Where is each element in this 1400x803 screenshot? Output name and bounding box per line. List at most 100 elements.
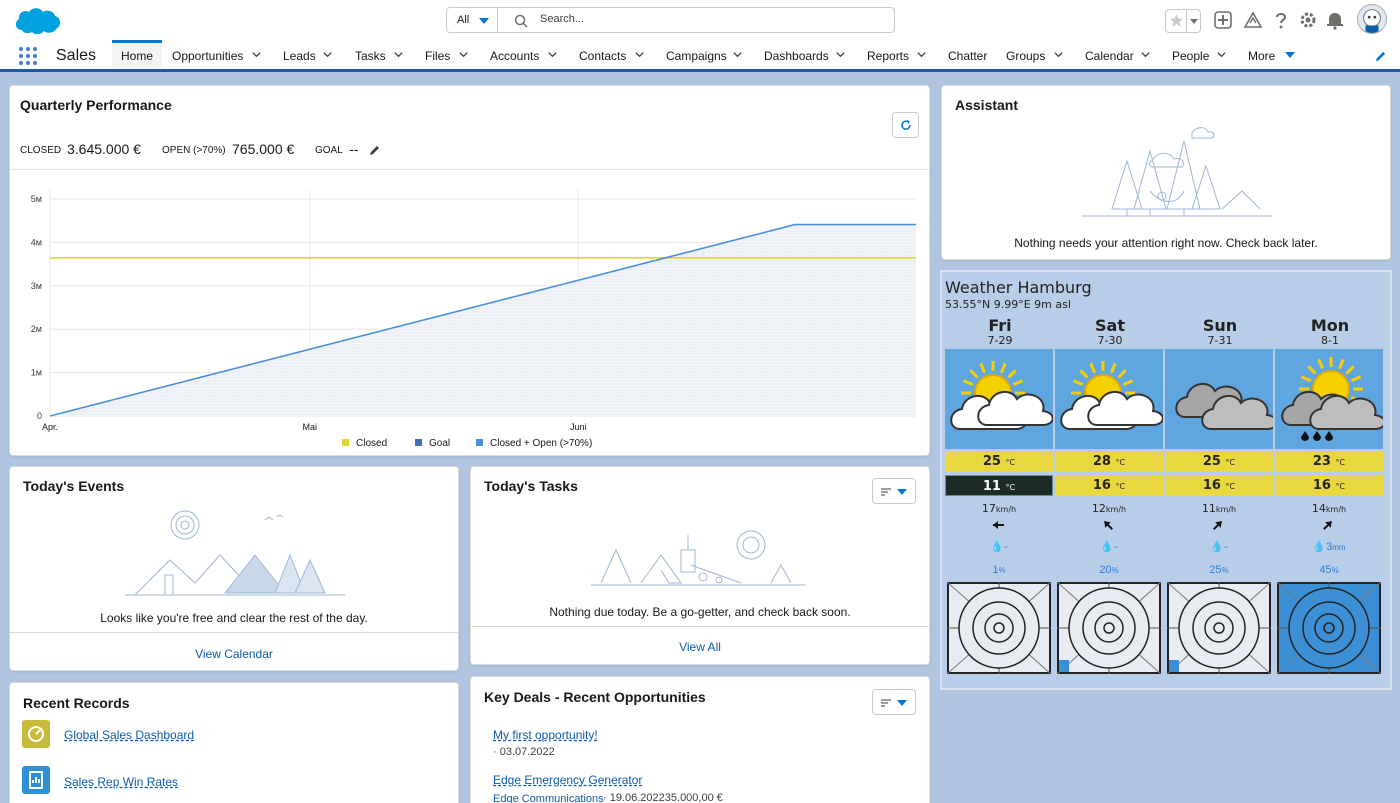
search-icon <box>514 14 528 28</box>
search-scope-select[interactable]: All <box>446 7 498 33</box>
tab-leads[interactable]: Leads <box>283 49 316 63</box>
card-title: Key Deals - Recent Opportunities <box>484 689 706 705</box>
refresh-button[interactable] <box>892 112 919 138</box>
tab-reports[interactable]: Reports <box>867 49 910 63</box>
tab-campaigns[interactable]: Campaigns <box>666 49 727 63</box>
weather-day: Mon <box>1310 316 1350 335</box>
chevron-down-icon[interactable] <box>836 50 845 59</box>
tab-people[interactable]: People <box>1172 49 1210 63</box>
chevron-down-icon[interactable] <box>1190 19 1198 24</box>
radar-map-icon <box>947 582 1051 674</box>
weather-day: Fri <box>988 316 1012 335</box>
weather-date: 8-1 <box>1321 334 1339 347</box>
series-area-closed-open <box>50 224 916 416</box>
tab-files[interactable]: Files <box>425 49 451 63</box>
east-arrow-icon <box>993 521 1004 529</box>
tab-more[interactable]: More <box>1248 49 1276 63</box>
chevron-down-icon[interactable] <box>459 50 468 59</box>
partly-sunny-icon <box>1055 349 1163 449</box>
tab-tasks[interactable]: Tasks <box>355 49 386 63</box>
deal-link[interactable]: Edge Emergency Generator <box>493 773 643 787</box>
chevron-down-icon[interactable] <box>1217 50 1226 59</box>
x-tick-label: Apr. <box>42 422 58 432</box>
app-nav-bar: Sales Home Opportunities Leads Tasks Fil… <box>0 40 1400 72</box>
edit-goal-icon[interactable] <box>369 144 381 156</box>
app-name: Sales <box>56 47 97 64</box>
raindrop-icon: 💧 <box>1100 541 1115 553</box>
series-line-closed-open <box>49 223 916 417</box>
open-value: 765.000 € <box>232 141 295 157</box>
pencil-icon[interactable] <box>1374 50 1387 63</box>
deal-link[interactable]: My first opportunity! <box>493 728 598 742</box>
weather-title: Weather Hamburg <box>945 278 1092 297</box>
wind-speed: 14km/h <box>1311 502 1347 515</box>
tasks-filter-button[interactable] <box>872 478 916 504</box>
tab-chatter[interactable]: Chatter <box>948 49 988 63</box>
more-caret-icon[interactable] <box>1285 52 1295 58</box>
tasks-message: Nothing due today. Be a go-getter, and c… <box>549 605 851 619</box>
y-tick-label: 0 <box>37 411 42 421</box>
deals-filter-button[interactable] <box>872 689 916 715</box>
raindrop-icon: 💧 <box>1210 541 1225 553</box>
assistant-card: Assistant Nothing needs your attention r… <box>941 85 1391 260</box>
recent-record-link[interactable]: Global Sales Dashboard <box>64 728 195 742</box>
sort-icon <box>881 488 891 496</box>
refresh-icon <box>901 120 911 130</box>
low-temp: 16 °C <box>1055 475 1163 496</box>
star-icon <box>1169 13 1184 28</box>
view-calendar-link[interactable]: View Calendar <box>10 632 458 670</box>
weather-date: 7-30 <box>1097 334 1123 347</box>
app-launcher-icon[interactable] <box>18 46 38 66</box>
salesforce-logo[interactable] <box>12 4 62 38</box>
high-temp: 23 °C <box>1275 451 1383 472</box>
beach-chair-illustration <box>591 530 806 586</box>
trailhead-icon[interactable] <box>1242 9 1264 31</box>
weather-day-column: Sat 7-30 28 °C 16 °C 12km/h 💧- 20% <box>1055 314 1165 694</box>
global-actions-icon[interactable] <box>1212 9 1234 31</box>
tab-home[interactable]: Home <box>112 40 162 69</box>
chevron-down-icon[interactable] <box>635 50 644 59</box>
tab-dashboards[interactable]: Dashboards <box>764 49 829 63</box>
high-temp: 25 °C <box>1165 451 1273 472</box>
wind-speed: 12km/h <box>1091 502 1127 515</box>
precip-probability: 20% <box>1099 564 1119 576</box>
deal-account-link[interactable]: Edge Communications <box>493 793 604 803</box>
weather-day-column: Fri 7-29 25 °C 11 °C 17km/h 💧- 1% <box>945 314 1055 694</box>
gear-icon[interactable] <box>1297 9 1319 31</box>
view-all-link[interactable]: View All <box>471 626 929 664</box>
legend-swatch <box>476 439 483 446</box>
bell-icon[interactable] <box>1324 9 1346 31</box>
tab-groups[interactable]: Groups <box>1006 49 1046 63</box>
partly-sunny-icon <box>945 349 1053 449</box>
divider <box>10 169 929 170</box>
dashboard-icon <box>22 720 50 748</box>
legend-label: Closed + Open (>70%) <box>490 438 592 449</box>
chevron-down-icon[interactable] <box>917 50 926 59</box>
avatar[interactable] <box>1357 4 1387 34</box>
chevron-down-icon[interactable] <box>323 50 332 59</box>
tab-accounts[interactable]: Accounts <box>490 49 540 63</box>
help-icon[interactable] <box>1270 9 1292 31</box>
y-tick-label: 1м <box>31 368 42 378</box>
chevron-down-icon[interactable] <box>394 50 403 59</box>
recent-record-link[interactable]: Sales Rep Win Rates <box>64 775 179 789</box>
global-search[interactable] <box>498 7 895 33</box>
chevron-down-icon[interactable] <box>548 50 557 59</box>
deal-date: · 03.07.2022 <box>493 746 555 758</box>
chevron-down-icon[interactable] <box>252 50 261 59</box>
chevron-down-icon[interactable] <box>733 50 742 59</box>
raindrop-icon: 💧 <box>1312 541 1327 553</box>
chevron-down-icon[interactable] <box>1141 50 1150 59</box>
high-temp: 25 °C <box>945 451 1053 472</box>
precip-probability: 25% <box>1209 564 1229 576</box>
tab-opportunities[interactable]: Opportunities <box>172 49 244 63</box>
x-tick-label: Mai <box>303 422 318 432</box>
favorites-button[interactable] <box>1165 9 1201 33</box>
card-title: Today's Tasks <box>484 478 578 494</box>
chevron-down-icon[interactable] <box>1054 50 1063 59</box>
tab-calendar[interactable]: Calendar <box>1085 49 1134 63</box>
weather-date: 7-29 <box>987 334 1013 347</box>
radar-map-icon <box>1167 582 1271 674</box>
tab-contacts[interactable]: Contacts <box>579 49 627 63</box>
search-input[interactable] <box>540 13 870 25</box>
